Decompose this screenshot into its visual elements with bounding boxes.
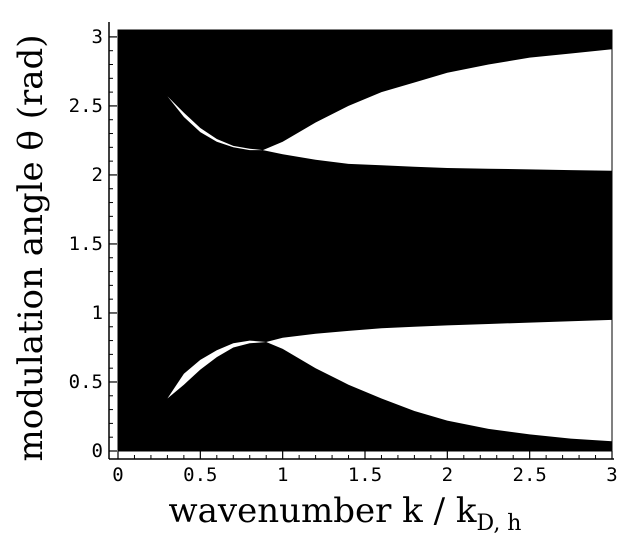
x-tick-label: 0.5 [183, 464, 217, 486]
plot-area [117, 29, 613, 452]
x-axis: 0 0.5 1 1.5 2 2.5 3 [109, 451, 618, 486]
x-tick-label: 0 [112, 464, 123, 486]
y-tick-label: 1 [92, 302, 103, 324]
y-axis-title: modulation angle θ (rad) [11, 34, 51, 461]
y-tick-label: 3 [92, 26, 103, 48]
y-tick-label: 0.5 [69, 371, 103, 393]
unstable-regions [167, 49, 612, 442]
y-tick-label: 2 [92, 164, 103, 186]
x-tick-label: 3 [606, 464, 617, 486]
x-axis-title-main: wavenumber k / k [169, 491, 477, 531]
unstable-region-upper-lens [167, 96, 263, 151]
x-ticks: 0 0.5 1 1.5 2 2.5 3 [112, 451, 618, 486]
x-tick-label: 1.5 [348, 464, 382, 486]
x-axis-title-subscript: D, h [476, 511, 521, 536]
unstable-region-lower-band [266, 319, 612, 442]
x-axis-title: wavenumber k / kD, h [169, 491, 522, 536]
y-ticks: 0 0.5 1 1.5 2 2.5 3 [69, 26, 117, 462]
y-tick-label: 2.5 [69, 95, 103, 117]
x-tick-label: 1 [277, 464, 288, 486]
unstable-region-upper-band [262, 49, 612, 171]
y-axis: 0 0.5 1 1.5 2 2.5 3 [69, 22, 117, 462]
y-tick-label: 1.5 [69, 233, 103, 255]
unstable-region-lower-lens [167, 340, 267, 399]
x-tick-label: 2.5 [513, 464, 547, 486]
x-tick-label: 2 [442, 464, 453, 486]
y-tick-label: 0 [92, 440, 103, 462]
